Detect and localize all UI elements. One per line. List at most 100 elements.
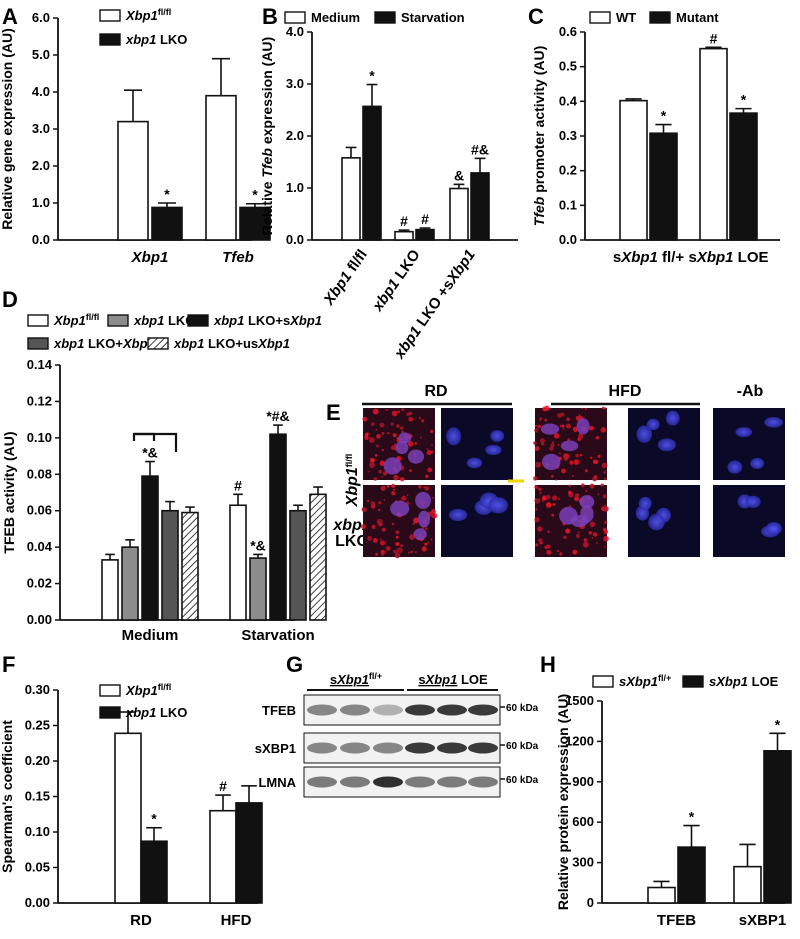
column-label-hfd: HFD [609, 383, 642, 400]
red-stain-dot [534, 446, 540, 451]
legend-label-1: xbp1 LKO [125, 32, 187, 47]
nucleus [383, 457, 402, 475]
red-stain-dot [375, 553, 378, 556]
nucleus [576, 418, 590, 435]
red-stain-dot [555, 479, 558, 481]
panel-letter-h: H [540, 652, 556, 677]
x-category-label: sXBP1 [739, 912, 787, 929]
significance-mark: * [775, 716, 781, 732]
column-label-rd: RD [424, 383, 447, 400]
red-stain-dot [395, 530, 400, 535]
bar-starvation-0 [229, 504, 247, 621]
red-stain-dot [533, 441, 537, 445]
bar-tfeb-1 [239, 206, 271, 241]
significance-mark: *& [250, 537, 266, 553]
red-stain-dot [575, 533, 580, 539]
bar-medium-2 [141, 475, 159, 621]
red-stain-dot [401, 430, 404, 433]
red-stain-dot [426, 447, 429, 450]
bar-medium-1 [121, 546, 139, 621]
bar-xbp1-lko-1 [415, 228, 435, 241]
red-stain-dot [392, 488, 395, 491]
red-stain-dot [430, 429, 434, 434]
red-stain-dot [400, 544, 403, 548]
red-stain-dot [369, 462, 375, 468]
red-stain-dot [392, 433, 397, 438]
red-stain-dot [361, 507, 367, 512]
red-stain-dot [547, 530, 551, 534]
red-stain-dot [572, 474, 575, 477]
significance-mark: # [219, 778, 227, 794]
nucleus [540, 423, 560, 435]
x-category-label: Xbp1 [131, 249, 169, 266]
bar-xbp1-lko-0 [394, 230, 414, 241]
red-stain-dot [419, 436, 422, 439]
nucleus [665, 410, 680, 426]
chart-d: 0.00 0.02 0.04 0.06 0.08 0.10 0.12 0.14 TFEB act… [1, 312, 327, 644]
red-stain-dot [373, 527, 376, 530]
y-tick-label: 0.02 [27, 576, 52, 591]
red-stain-dot [591, 537, 594, 539]
legend-swatch-4 [147, 337, 169, 350]
red-stain-dot [379, 422, 385, 428]
nucleus [579, 495, 595, 509]
red-stain-dot [534, 498, 541, 504]
red-stain-dot [376, 518, 383, 525]
red-stain-dot [589, 425, 594, 431]
red-stain-dot [371, 422, 375, 426]
significance-mark: # [421, 211, 429, 227]
legend-swatch-0 [99, 684, 121, 697]
bar-medium-4 [181, 511, 199, 621]
red-stain-dot [563, 455, 569, 461]
red-stain-dot [575, 453, 580, 458]
x-category-label: sXbp1 fl/+ [613, 249, 685, 266]
x-category-label: sXbp1 LOE [688, 249, 768, 266]
red-stain-dot [385, 545, 391, 551]
nucleus [636, 425, 652, 443]
red-stain-dot [418, 484, 422, 489]
x-category-label: RD [130, 912, 152, 929]
y-axis-label: Spearman's coefficient [0, 720, 15, 873]
red-stain-dot [589, 483, 595, 489]
y-tick-label: 0.0 [559, 232, 577, 247]
red-stain-dot [562, 427, 565, 430]
bar-tfeb-1 [677, 846, 706, 904]
red-stain-dot [595, 436, 600, 440]
y-tick-label: 4.0 [32, 84, 50, 99]
red-stain-dot [393, 549, 399, 555]
legend-label-0: Xbp1fl/fl [125, 7, 171, 23]
red-stain-dot [396, 424, 400, 428]
red-stain-dot [588, 530, 593, 535]
red-stain-dot [391, 491, 396, 496]
red-stain-dot [373, 477, 378, 481]
red-stain-dot [408, 551, 411, 554]
significance-mark: * [151, 811, 157, 827]
bar-xbp1-0 [117, 120, 149, 241]
y-tick-label: 0.14 [27, 357, 53, 372]
red-stain-dot [574, 496, 579, 502]
legend-swatch-0 [592, 675, 614, 688]
red-stain-dot [542, 499, 545, 502]
blot-band [405, 776, 435, 788]
red-stain-dot [395, 535, 399, 539]
kda-marker: 60 kDa [506, 775, 539, 786]
significance-mark: *& [142, 445, 158, 461]
red-stain-dot [539, 438, 545, 444]
red-stain-dot [603, 535, 609, 542]
red-stain-dot [421, 546, 427, 552]
legend-swatch-0 [27, 314, 49, 327]
bar-tfeb-0 [647, 886, 676, 904]
nucleus [485, 444, 502, 456]
bar-tfeb-0 [205, 94, 237, 241]
red-stain-dot [381, 476, 384, 478]
significance-mark: * [741, 92, 747, 108]
red-stain-dot [534, 517, 540, 523]
red-stain-dot [431, 512, 438, 519]
red-stain-dot [538, 538, 543, 543]
y-tick-label: 1200 [565, 733, 594, 748]
chart-c: 0.0 0.1 0.2 0.3 0.4 0.5 0.6 Tfeb promoter activ… [531, 10, 780, 266]
red-stain-dot [569, 505, 572, 508]
red-stain-dot [600, 427, 607, 433]
red-stain-dot [604, 407, 607, 410]
red-stain-dot [534, 428, 539, 433]
